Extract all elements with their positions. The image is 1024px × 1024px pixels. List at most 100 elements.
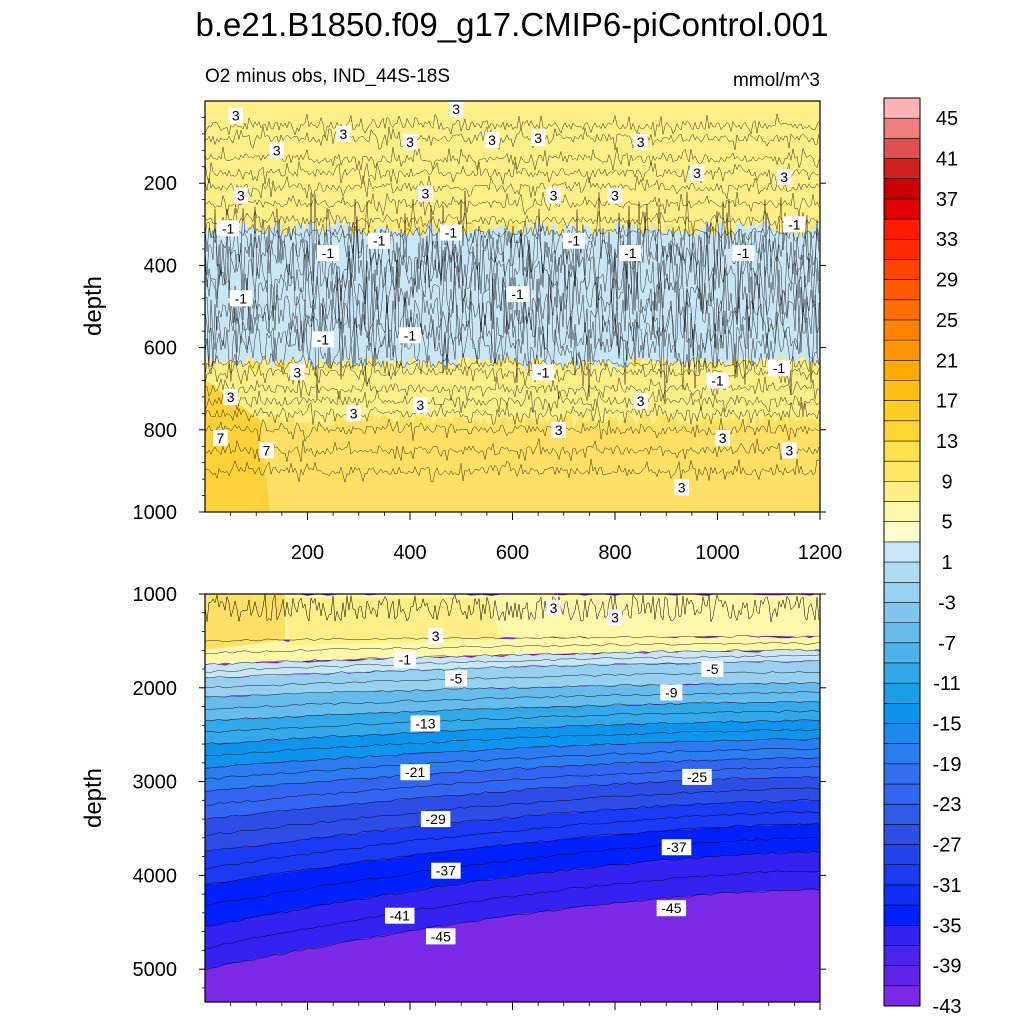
upper-contour-label-box — [259, 442, 274, 459]
lower-contour-label: -29 — [420, 811, 451, 828]
upper-contour-label-text: 3 — [678, 479, 686, 495]
upper-contour-label-box — [228, 107, 243, 124]
lower-contour-label-box — [660, 684, 683, 701]
upper-contour-label-text: -1 — [222, 220, 235, 236]
colorbar-tick-label: -11 — [933, 673, 960, 695]
lower-contour-label: -45 — [656, 900, 687, 917]
colorbar-swatch — [884, 461, 920, 482]
upper-contour-label: 3 — [228, 107, 243, 124]
lower-contour-label-text: 3 — [432, 628, 440, 644]
lower-contour-label: -5 — [445, 670, 468, 687]
upper-contour-label-box — [418, 185, 433, 202]
colorbar-swatch — [884, 703, 920, 724]
lower-panel-contours — [205, 594, 820, 971]
upper-contour-label-box — [217, 220, 240, 237]
lower-panel-fill — [205, 594, 820, 1002]
upper-contour-line — [205, 276, 820, 383]
lower-contour-label: -21 — [400, 764, 430, 781]
upper-contour-line — [205, 402, 820, 426]
colorbar-swatch — [884, 582, 920, 603]
upper-contour-label: -1 — [706, 372, 729, 389]
colorbar-swatch — [884, 562, 920, 583]
upper-y-axis-label: depth — [80, 276, 107, 336]
lower-contour-label: -37 — [661, 839, 692, 856]
upper-contour-label: 7 — [213, 430, 228, 447]
upper-contour-label-box — [706, 372, 729, 389]
colorbar-swatch — [884, 642, 920, 664]
colorbar-swatch — [884, 864, 920, 886]
upper-contour-line — [205, 208, 820, 232]
lower-contour-label: -41 — [385, 907, 415, 924]
colorbar-swatch — [884, 965, 920, 987]
colorbar-swatch — [884, 602, 920, 623]
colorbar-swatch — [884, 219, 920, 240]
colorbar-tick-label: -19 — [933, 754, 962, 776]
upper-contour-label-box — [607, 187, 623, 204]
upper-y-tick-label: 1000 — [133, 502, 178, 524]
upper-contour-line — [205, 219, 820, 328]
upper-contour-label: 3 — [402, 134, 418, 151]
colorbar-swatch — [884, 521, 920, 543]
lower-contour-line — [205, 729, 820, 757]
lower-contour-line — [205, 747, 820, 780]
lower-contour-label-text: -5 — [450, 670, 463, 686]
upper-y-tick-label: 200 — [144, 173, 177, 195]
upper-contour-label-text: 3 — [452, 101, 460, 117]
upper-contour-label-text: 3 — [693, 165, 701, 181]
lower-contour-line — [205, 757, 820, 793]
lower-contour-label-box — [428, 628, 443, 645]
colorbar-swatch — [884, 541, 920, 563]
upper-contour-label: -1 — [768, 360, 790, 377]
upper-contour-label: 3 — [413, 397, 428, 414]
lower-contour-label-box — [420, 811, 451, 828]
lower-contour-line — [205, 691, 820, 710]
colorbar-swatch — [884, 98, 920, 119]
colorbar-tick-label: 45 — [936, 108, 958, 130]
lower-contour-line — [205, 787, 820, 837]
upper-x-tick-label: 1200 — [798, 542, 843, 564]
upper-contour-label-box — [413, 397, 428, 414]
upper-contour-line — [205, 146, 820, 171]
lower-panel-axes: 1000 2000 3000 4000 5000 — [133, 584, 826, 1010]
colorbar-swatch — [884, 198, 920, 220]
upper-contour-label: 3 — [689, 164, 705, 181]
lower-contour-label-box — [701, 661, 724, 678]
lower-contour-line — [205, 836, 820, 906]
upper-x-tick-label: 800 — [598, 542, 631, 564]
colorbar-swatch — [884, 763, 920, 785]
upper-contour-label-text: 3 — [534, 130, 542, 146]
upper-contour-label-text: 3 — [421, 185, 429, 201]
lower-contour-line — [205, 719, 820, 745]
colorbar-tick-label: 33 — [936, 229, 958, 251]
upper-contour-label-text: -1 — [711, 372, 724, 388]
upper-contour-label-text: 3 — [550, 188, 558, 204]
upper-contour-label-box — [233, 187, 249, 204]
colorbar-tick-label: 37 — [936, 189, 958, 211]
colorbar: 45 41 37 33 29 25 21 17 13 9 5 1 -3 -7 -11 -15 -19 -23 -27… — [883, 97, 962, 1018]
lower-contour-label-box — [385, 907, 415, 924]
lower-band — [205, 889, 820, 1002]
upper-contour-label-text: -1 — [773, 360, 786, 376]
lower-contour-line — [205, 641, 820, 655]
upper-contour-label: 3 — [448, 101, 464, 118]
colorbar-swatch — [884, 723, 920, 744]
lower-y-tick-label: 5000 — [133, 959, 178, 981]
colorbar-swatch — [884, 158, 920, 180]
lower-contour-label-box — [661, 839, 692, 856]
upper-contour-label-text: -1 — [511, 286, 524, 302]
upper-contour-label-box — [484, 132, 500, 149]
upper-contour-label-text: -1 — [568, 233, 581, 249]
lower-contour-label: 3 — [546, 600, 561, 617]
colorbar-tick-label: 21 — [936, 350, 958, 372]
colorbar-swatch — [884, 340, 920, 361]
upper-contour-label: 3 — [418, 185, 433, 202]
lower-y-tick-label: 4000 — [133, 865, 178, 887]
upper-contour-label: 3 — [530, 129, 546, 146]
upper-contour-label: 3 — [776, 169, 792, 186]
upper-y-tick-label: 400 — [144, 255, 177, 277]
subtitle-units: mmol/m^3 — [733, 70, 820, 91]
colorbar-swatch — [884, 441, 920, 462]
lower-contour-line — [205, 710, 820, 733]
colorbar-tick-label: 1 — [941, 552, 952, 574]
colorbar-swatch — [884, 905, 920, 926]
